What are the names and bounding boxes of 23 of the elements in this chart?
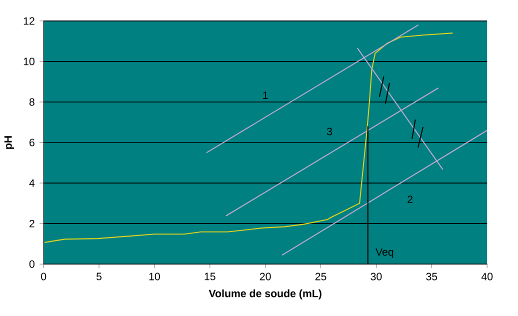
x-tick-label: 5 xyxy=(96,272,102,280)
y-tick-label: 2 xyxy=(30,220,34,228)
x-tick-label: 30 xyxy=(370,272,382,280)
x-tick-label: 20 xyxy=(260,272,271,280)
x-axis-title: Volume de soude (mL) xyxy=(208,289,322,300)
y-axis-title: pH xyxy=(4,136,14,149)
y-tick-label: 6 xyxy=(30,138,34,146)
x-tick-label: 0 xyxy=(41,272,46,280)
series-label: 1 xyxy=(263,92,268,99)
y-tick-label: 10 xyxy=(24,58,34,66)
y-tick-label: 4 xyxy=(29,179,35,187)
x-tick-label: 35 xyxy=(426,272,438,280)
series-label: 3 xyxy=(326,128,332,136)
x-tick-label: 15 xyxy=(204,272,216,280)
series-label: Veq xyxy=(376,248,394,258)
y-tick-label: 12 xyxy=(24,17,34,25)
series-label: 2 xyxy=(408,196,412,204)
line-series xyxy=(44,32,454,243)
y-tick-label: 0 xyxy=(29,260,34,268)
x-tick-label: 25 xyxy=(315,272,326,280)
y-tick-label: 8 xyxy=(29,98,34,106)
x-tick-label: 10 xyxy=(149,272,160,280)
x-tick-label: 40 xyxy=(481,272,493,280)
